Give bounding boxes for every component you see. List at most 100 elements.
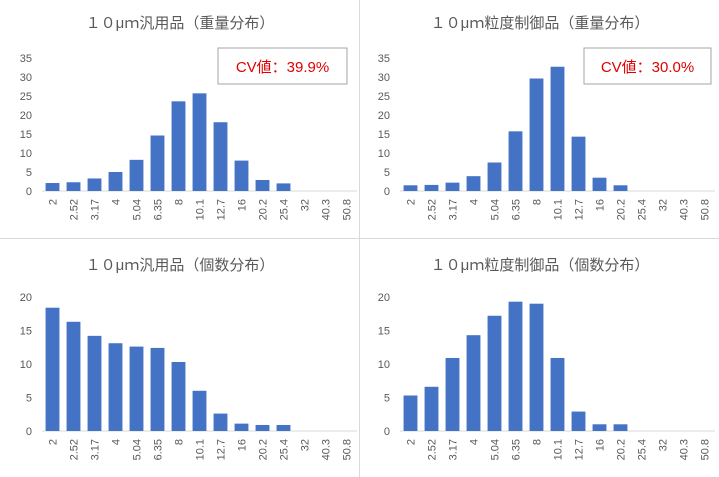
chart3-bar [108,343,123,431]
chart4-xtick-label: 32 [658,439,670,451]
chart3-bar [45,307,60,431]
chart1-bar [213,122,228,191]
chart2-cv-box [583,47,712,85]
chart1-xtick-label: 32 [300,199,312,211]
chart1-ytick-label: 0 [26,186,32,198]
chart4-xtick-label: 50.8 [700,439,712,460]
chart1-xtick-label: 8 [174,199,186,205]
chart3-xtick-label: 50.8 [342,439,354,460]
chart3-xtick-label: 40.3 [321,439,333,460]
chart4-bar [592,424,607,431]
chart4-ytick-label: 5 [384,393,390,405]
chart1-ytick-label: 15 [20,129,32,141]
chart1-xtick-label: 20.2 [258,199,270,220]
chart1-bar [192,93,207,191]
chart3-xtick-label: 3.17 [90,439,102,460]
chart2-xtick-label: 50.8 [700,199,712,220]
chart1-ytick-label: 5 [26,167,32,179]
chart3-xtick-label: 20.2 [258,439,270,460]
chart2-xtick-label: 4 [469,199,481,205]
chart2-ytick-label: 0 [384,186,390,198]
chart1-bar [276,183,291,191]
chart4-ytick-label: 20 [378,292,390,304]
chart4-xtick-label: 20.2 [616,439,628,460]
chart1-xtick-label: 12.7 [216,199,228,220]
chart3-xtick-label: 5.04 [132,439,144,460]
chart1-xtick-label: 6.35 [153,199,165,220]
chart4-xtick-label: 8 [532,439,544,445]
chart2-xtick-label: 32 [658,199,670,211]
chart3-ytick-label: 10 [20,359,32,371]
chart4-bar [613,424,628,431]
chart3-xtick-label: 2.52 [69,439,81,460]
chart1-title: １０μｍ汎用品（重量分布） [86,15,275,32]
chart1-xtick-label: 10.1 [195,199,207,220]
chart1-xtick-label: 25.4 [279,199,291,220]
chart1-cv-label: CV値：39.9% [236,59,329,76]
chart2-ytick-label: 5 [384,167,390,179]
chart4-xtick-label: 10.1 [553,439,565,460]
chart4-xtick-label: 16 [595,439,607,451]
chart3-bar [150,347,165,431]
chart4-xtick-label: 3.17 [448,439,460,460]
chart1-xtick-label: 3.17 [90,199,102,220]
chart4-bar [424,386,439,431]
chart4-bar [403,395,418,431]
chart2-bar [592,177,607,191]
chart4-xtick-label: 25.4 [637,439,649,460]
chart3-xtick-label: 8 [174,439,186,445]
chart1-xtick-label: 40.3 [321,199,333,220]
chart4-title: １０μｍ粒度制御品（個数分布） [431,257,650,274]
chart4-xtick-label: 5.04 [490,439,502,460]
chart2-xtick-label: 25.4 [637,199,649,220]
chart2-ytick-label: 10 [378,148,390,160]
chart3-xtick-label: 32 [300,439,312,451]
chart3-bar [171,361,186,431]
chart1-xtick-label: 5.04 [132,199,144,220]
chart3-bar [234,423,249,431]
chart4-xtick-label: 6.35 [511,439,523,460]
chart2-bar [508,131,523,191]
chart4-xtick-label: 40.3 [679,439,691,460]
chart3-title: １０μｍ汎用品（個数分布） [86,257,275,274]
chart2-xtick-label: 2 [406,199,418,205]
chart2-bar [487,162,502,191]
chart2-ytick-label: 30 [378,72,390,84]
chart4-bar [508,301,523,431]
chart1-bar [234,160,249,191]
chart2-xtick-label: 12.7 [574,199,586,220]
chart1-ytick-label: 35 [20,53,32,65]
chart1-ytick-label: 25 [20,91,32,103]
chart4-xtick-label: 4 [469,439,481,445]
chart3-bar [129,346,144,431]
chart2-bar [550,66,565,191]
chart4-xtick-label: 2 [406,439,418,445]
chart2-bar [445,182,460,191]
chart4-xtick-label: 2.52 [427,439,439,460]
chart1-ytick-label: 30 [20,72,32,84]
chart2-xtick-label: 16 [595,199,607,211]
chart1-bar [66,182,81,191]
chart3-xtick-label: 16 [237,439,249,451]
chart4-bar [445,357,460,431]
chart2-bar [403,185,418,191]
chart4-bar [571,411,586,431]
chart2-cv-label: CV値：30.0% [601,59,694,76]
chart2-bar [424,184,439,191]
chart3-xtick-label: 2 [48,439,60,445]
chart1-bar [87,178,102,191]
chart3-bar [192,390,207,431]
chart1-xtick-label: 2 [48,199,60,205]
chart1-bar [171,101,186,191]
chart1-ytick-label: 10 [20,148,32,160]
chart3-bar [276,424,291,431]
chart3-xtick-label: 4 [111,439,123,445]
chart3-bar [255,424,270,431]
chart1-bar [45,183,60,191]
chart3-ytick-label: 15 [20,326,32,338]
chart4-bar [466,335,481,431]
chart1-bar [108,172,123,191]
chart3-ytick-label: 5 [26,393,32,405]
chart4-bar [529,303,544,431]
